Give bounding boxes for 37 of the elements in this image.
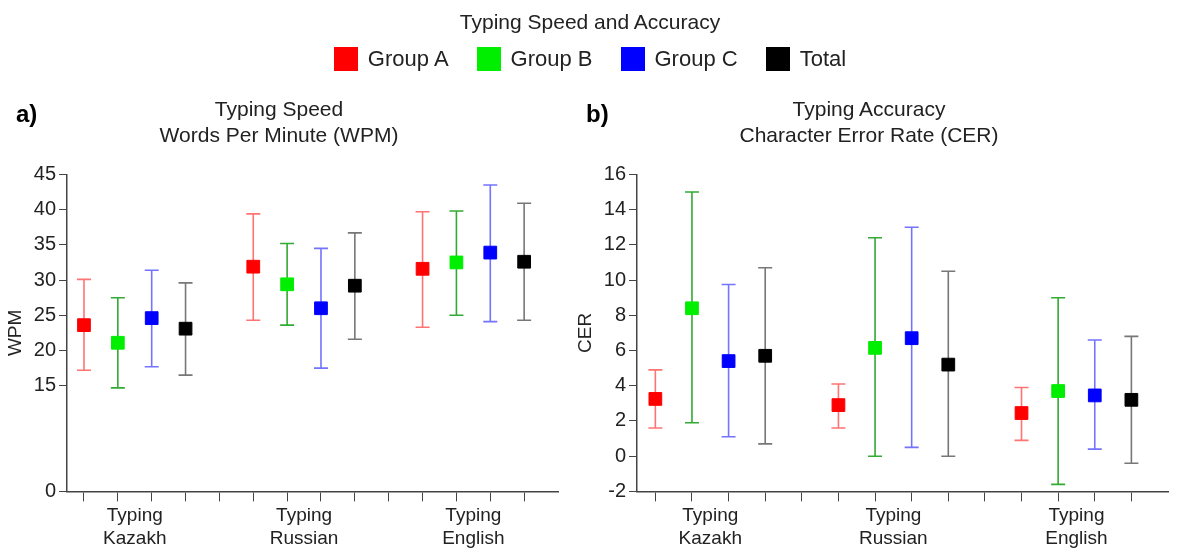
x-tick-label: Typing Russian	[859, 504, 928, 548]
y-tick-label: 15	[33, 373, 57, 396]
text: Typing Speed and Accuracy	[458, 9, 722, 34]
y-tick-label: 10	[603, 267, 627, 290]
x-tick-label: Typing English	[442, 504, 505, 548]
x-tick-label: Typing Russian	[269, 504, 339, 548]
y-tick-label: 6	[614, 338, 627, 361]
y-tick-label: 25	[33, 302, 57, 325]
x-tick-label: Typing Kazakh	[678, 504, 742, 548]
y-tick-label: 2	[614, 408, 627, 431]
y-tick-label: 0	[44, 478, 57, 501]
legend-label: Group B	[510, 46, 593, 72]
y-tick-label: 45	[33, 161, 57, 184]
y-tick-label: 16	[603, 161, 627, 184]
chart-subtitle: Character Error Rate (CER)	[739, 122, 999, 146]
legend-label: Group C	[654, 46, 738, 72]
y-tick-label: 14	[603, 197, 627, 220]
y-axis-title: WPM	[3, 309, 25, 357]
x-tick-label: Typing English	[1045, 504, 1108, 548]
x-tick-label: Typing Kazakh	[103, 504, 167, 548]
y-tick-label: 35	[33, 232, 57, 255]
y-tick-label: 0	[614, 443, 627, 466]
y-tick-label: 12	[603, 232, 627, 255]
y-axis-title: CER	[573, 312, 595, 353]
y-tick-label: 20	[33, 338, 57, 361]
text: a)	[16, 100, 38, 128]
y-tick-label: 4	[614, 373, 627, 396]
legend-label: Group A	[367, 46, 449, 72]
chart-title: Typing Speed	[214, 97, 344, 121]
y-tick-label: -2	[608, 478, 627, 501]
text: b)	[586, 100, 609, 128]
y-tick-label: 40	[33, 197, 57, 220]
legend-label: Total	[799, 46, 847, 72]
chart-subtitle: Words Per Minute (WPM)	[159, 122, 399, 146]
y-tick-label: 8	[614, 302, 627, 325]
chart-title: Typing Accuracy	[792, 97, 946, 121]
y-tick-label: 30	[33, 267, 57, 290]
